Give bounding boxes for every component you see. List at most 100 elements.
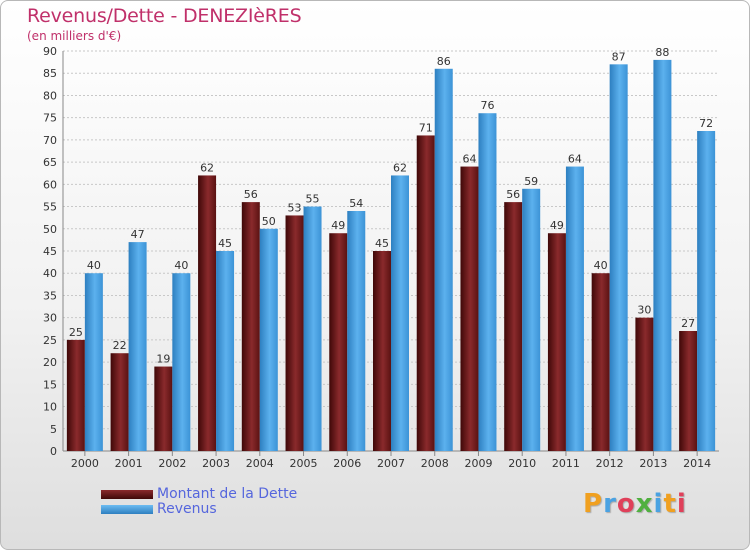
logo-letter: i: [653, 489, 664, 519]
bar-dette: [373, 251, 391, 451]
bar-revenus: [303, 206, 322, 451]
legend-swatch-revenus: [101, 505, 153, 514]
x-tick-label: 2002: [158, 457, 186, 470]
data-label-dette: 49: [331, 219, 345, 232]
y-tick-label: 0: [50, 445, 57, 458]
x-tick-label: 2001: [115, 457, 143, 470]
data-label-dette: 22: [113, 339, 127, 352]
y-tick-label: 25: [43, 334, 57, 347]
x-tick-label: 2005: [290, 457, 318, 470]
data-label-dette: 64: [462, 153, 476, 166]
data-label-dette: 45: [375, 237, 389, 250]
data-label-dette: 49: [550, 219, 564, 232]
data-label-revenus: 47: [131, 228, 145, 241]
data-label-dette: 62: [200, 161, 214, 174]
bar-dette: [679, 331, 698, 451]
logo-letter: P: [583, 489, 604, 519]
proxiti-logo: Proxiti: [583, 489, 687, 519]
bar-revenus: [391, 175, 409, 451]
data-label-revenus: 88: [655, 46, 669, 59]
data-labels: 25 40 22 47 19 40 62 45 56 50 53 55 49 54 45 62 71 86 64 76…: [69, 46, 713, 366]
data-label-dette: 19: [156, 353, 170, 366]
y-tick-label: 5: [50, 423, 57, 436]
bar-revenus: [609, 64, 628, 452]
legend-swatch-dette: [101, 490, 153, 499]
y-tick-label: 60: [43, 178, 57, 191]
chart-subtitle: (en milliers d'€): [27, 29, 122, 43]
y-tick-label: 35: [43, 289, 57, 302]
data-label-dette: 56: [244, 188, 258, 201]
bar-revenus: [347, 211, 366, 451]
x-tick-label: 2006: [333, 457, 361, 470]
x-tick-label: 2014: [683, 457, 711, 470]
bar-dette: [110, 353, 129, 451]
data-label-revenus: 64: [568, 153, 582, 166]
data-label-revenus: 45: [218, 237, 232, 250]
y-tick-label: 70: [43, 134, 57, 147]
x-tick-label: 2011: [552, 457, 580, 470]
data-label-revenus: 76: [480, 99, 494, 112]
bar-revenus: [653, 59, 672, 452]
x-tick-label: 2010: [508, 457, 536, 470]
x-tick-label: 2009: [464, 457, 492, 470]
data-label-revenus: 40: [87, 259, 101, 272]
data-label-revenus: 55: [306, 193, 320, 206]
y-tick-label: 90: [43, 45, 57, 58]
y-tick-label: 85: [43, 67, 57, 80]
bar-dette: [635, 317, 654, 451]
bar-dette: [329, 233, 348, 451]
x-tick-label: 2007: [377, 457, 405, 470]
data-label-dette: 56: [506, 188, 520, 201]
y-tick-label: 40: [43, 267, 57, 280]
bar-dette: [198, 175, 217, 451]
y-tick-label: 45: [43, 245, 57, 258]
data-label-revenus: 62: [393, 161, 407, 174]
bar-dette: [416, 135, 435, 451]
y-tick-label: 50: [43, 223, 57, 236]
logo-letter: i: [676, 489, 687, 519]
bar-revenus: [216, 251, 235, 451]
x-tick-label: 2012: [596, 457, 624, 470]
bars: [66, 59, 716, 452]
bar-dette: [154, 366, 173, 451]
data-label-revenus: 86: [437, 55, 451, 68]
y-tick-label: 80: [43, 89, 57, 102]
legend-label-revenus: Revenus: [157, 501, 217, 517]
data-label-revenus: 54: [349, 197, 363, 210]
y-tick-label: 30: [43, 312, 57, 325]
bar-revenus: [697, 131, 716, 451]
logo-letter: r: [603, 489, 617, 519]
x-tick-label: 2013: [639, 457, 667, 470]
bar-revenus: [565, 166, 584, 452]
bar-dette: [591, 273, 610, 451]
bar-revenus: [84, 273, 103, 451]
y-tick-label: 65: [43, 156, 57, 169]
x-tick-label: 2003: [202, 457, 230, 470]
bar-revenus: [128, 242, 147, 451]
bar-dette: [504, 202, 523, 451]
bar-dette: [241, 202, 260, 451]
data-label-revenus: 59: [524, 175, 538, 188]
logo-letter: t: [663, 489, 677, 519]
bar-dette: [547, 233, 566, 451]
x-tick-label: 2004: [246, 457, 274, 470]
y-tick-label: 15: [43, 378, 57, 391]
data-label-dette: 40: [594, 259, 608, 272]
bar-dette: [285, 215, 304, 451]
data-label-revenus: 72: [699, 117, 713, 130]
data-label-dette: 30: [637, 304, 651, 317]
y-tick-label: 75: [43, 112, 57, 125]
y-tick-label: 55: [43, 201, 57, 214]
bar-revenus: [478, 113, 497, 451]
data-label-revenus: 87: [612, 50, 626, 63]
chart-title: Revenus/Dette - DENEZIèRES: [27, 5, 302, 27]
legend-label-dette: Montant de la Dette: [157, 486, 298, 502]
bar-revenus: [259, 228, 278, 451]
logo-letter: o: [616, 489, 636, 519]
bar-dette: [66, 339, 85, 451]
data-label-revenus: 40: [174, 259, 188, 272]
data-label-dette: 53: [288, 201, 302, 214]
data-label-revenus: 50: [262, 215, 276, 228]
bar-revenus: [434, 68, 453, 452]
